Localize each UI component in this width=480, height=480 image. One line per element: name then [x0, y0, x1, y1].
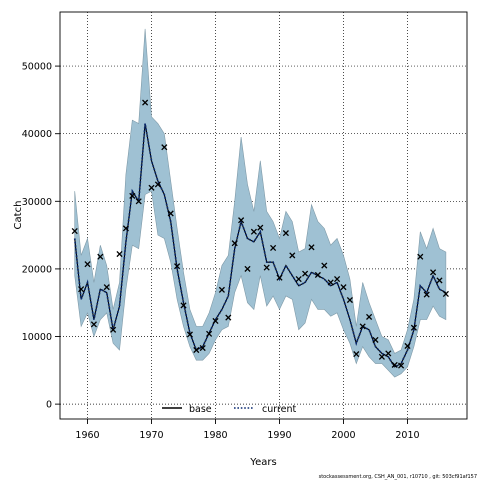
- observed-point-1963: [103, 284, 110, 291]
- y-axis-ticks: 0 10000 20000 30000 40000 50000: [22, 62, 60, 411]
- observed-point-2006: [378, 353, 385, 360]
- observed-point-1982: [225, 314, 232, 321]
- observed-point-2012: [417, 253, 424, 260]
- x-tick-label-2010: 2010: [395, 430, 419, 441]
- x-tick-label-1980: 1980: [203, 430, 227, 441]
- observed-point-1976: [186, 331, 193, 338]
- y-tick-label-20000: 20000: [22, 264, 52, 275]
- observed-point-1995: [308, 244, 315, 251]
- observed-point-1998: [327, 279, 334, 286]
- observed-point-1980: [212, 317, 219, 325]
- confidence-band-area: [74, 28, 447, 378]
- observed-point-1979: [206, 330, 213, 337]
- legend-label-current: current: [262, 404, 297, 415]
- observed-point-2009: [398, 362, 405, 369]
- x-tick-label-1970: 1970: [139, 430, 163, 441]
- observed-point-2007: [385, 350, 392, 357]
- observed-point-1977: [193, 346, 200, 354]
- observed-point-1991: [282, 230, 289, 237]
- observed-point-1999: [334, 275, 341, 283]
- observed-point-1984: [238, 217, 245, 224]
- observed-point-1974: [174, 263, 181, 270]
- observed-point-1962: [97, 253, 104, 260]
- observed-point-1964: [110, 326, 117, 333]
- observed-point-1988: [263, 264, 270, 271]
- observed-point-1973: [167, 210, 174, 217]
- observed-point-2005: [372, 336, 379, 343]
- observed-point-1968: [135, 198, 142, 205]
- observed-point-1986: [250, 228, 257, 235]
- observed-point-1970: [148, 184, 155, 191]
- observed-point-2013: [423, 291, 430, 298]
- observed-point-1958: [71, 227, 78, 235]
- observed-point-2010: [404, 342, 411, 350]
- observed-point-2014: [430, 269, 437, 276]
- plot-frame: [59, 11, 468, 420]
- observed-point-1960: [84, 261, 91, 268]
- observed-point-1975: [180, 302, 187, 309]
- observed-point-1961: [90, 321, 97, 328]
- observed-point-2001: [346, 296, 353, 304]
- grid-lines: [60, 12, 467, 419]
- y-tick-label-10000: 10000: [22, 332, 52, 343]
- observed-point-1981: [218, 286, 225, 293]
- observed-point-1990: [276, 274, 283, 281]
- confidence-band: [74, 28, 447, 378]
- observed-point-1989: [270, 244, 277, 252]
- observed-point-1978: [199, 344, 206, 352]
- x-axis-label: Years: [249, 457, 276, 468]
- series-line-current: [73, 123, 447, 369]
- y-tick-label-0: 0: [46, 400, 52, 411]
- observed-point-1971: [154, 181, 161, 188]
- legend-label-base: base: [189, 404, 212, 415]
- observed-point-2002: [353, 351, 360, 358]
- observed-point-1969: [142, 99, 149, 106]
- x-tick-label-2000: 2000: [331, 430, 355, 441]
- footer-note: stockassessment.org, CSH_AN_001, r10710 …: [319, 474, 477, 480]
- observed-point-1992: [289, 252, 296, 259]
- y-tick-label-50000: 50000: [22, 62, 52, 73]
- y-tick-label-40000: 40000: [22, 129, 52, 140]
- observed-point-1965: [116, 250, 123, 258]
- observed-point-2003: [359, 323, 366, 330]
- observed-point-1996: [314, 271, 321, 279]
- legend: base current: [162, 404, 297, 415]
- observed-point-1959: [78, 286, 85, 293]
- observed-point-1966: [122, 225, 129, 232]
- x-tick-label-1990: 1990: [267, 430, 291, 441]
- observed-point-1997: [321, 262, 328, 269]
- observed-markers: [71, 99, 449, 369]
- observed-point-1983: [231, 240, 238, 247]
- observed-point-1967: [129, 192, 136, 199]
- y-axis-label: Catch: [13, 201, 24, 230]
- observed-point-2000: [340, 284, 347, 291]
- observed-point-1972: [161, 144, 168, 151]
- observed-point-2016: [442, 290, 449, 297]
- observed-point-1993: [295, 275, 302, 283]
- observed-point-2015: [436, 277, 443, 284]
- observed-point-2011: [410, 324, 417, 331]
- observed-point-2008: [391, 361, 398, 368]
- x-axis-ticks: 1960 1970 1980 1990 2000 2010: [75, 419, 420, 441]
- observed-point-1987: [257, 224, 264, 231]
- observed-point-1994: [302, 270, 309, 277]
- x-tick-label-1960: 1960: [75, 430, 99, 441]
- y-tick-label-30000: 30000: [22, 197, 52, 208]
- observed-point-1985: [244, 265, 251, 272]
- observed-point-2004: [366, 313, 373, 320]
